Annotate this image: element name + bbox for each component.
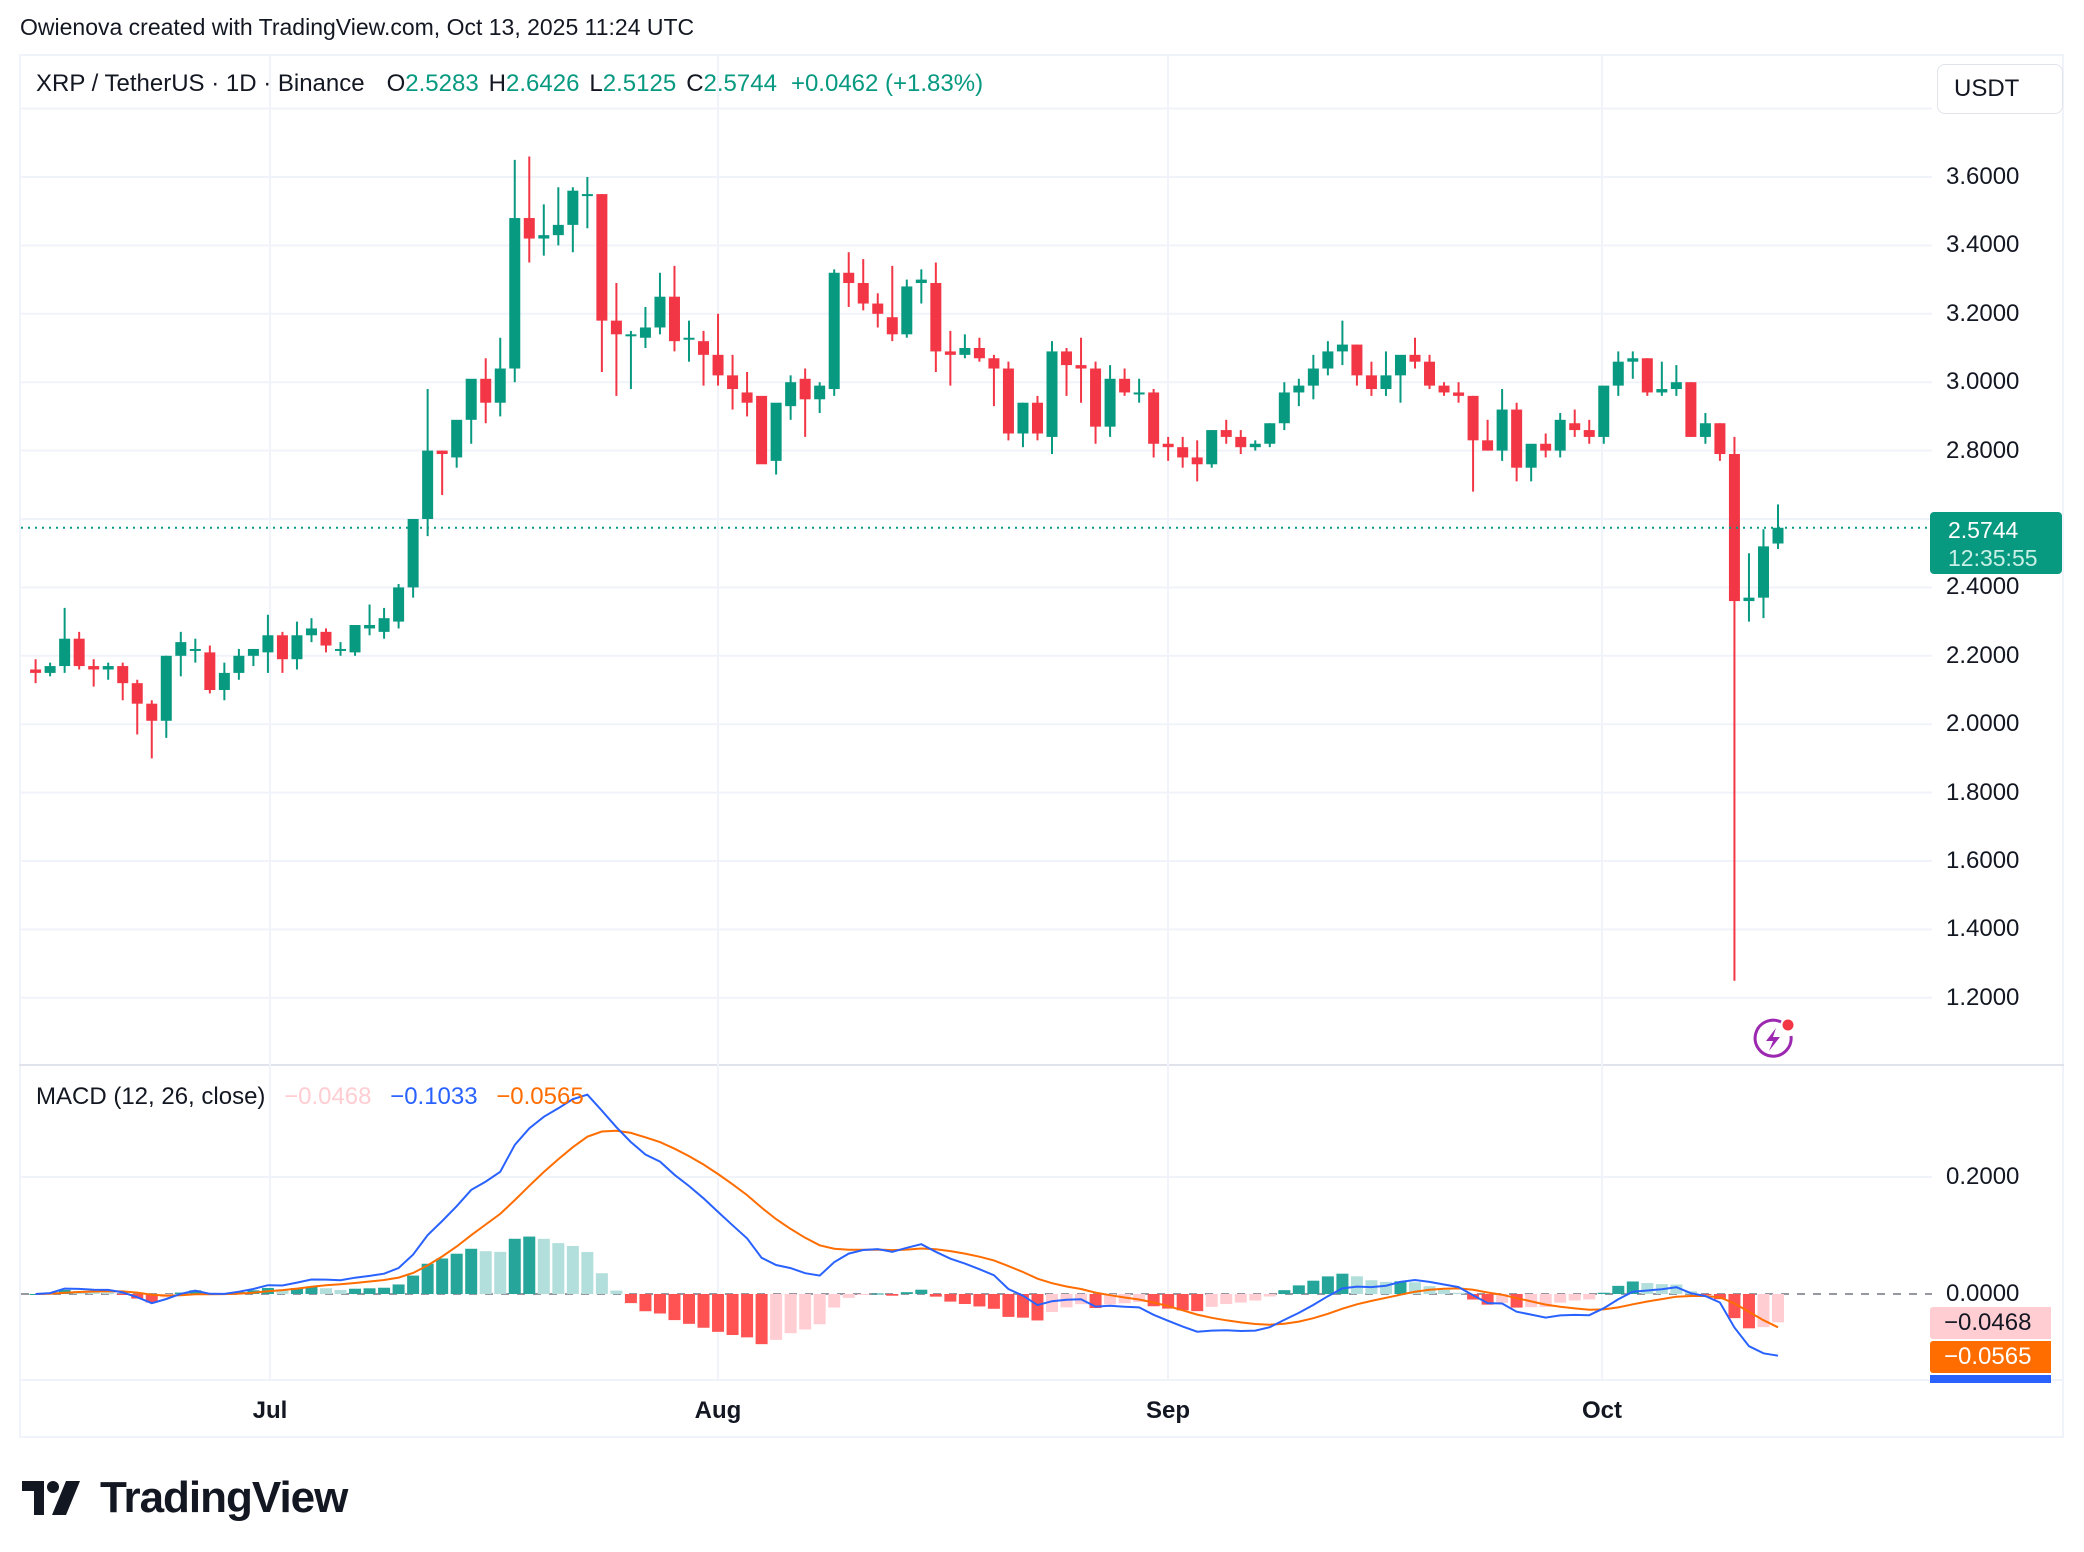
macd-title[interactable]: MACD (12, 26, close) (36, 1083, 266, 1110)
currency-button[interactable]: USDT (1937, 64, 2063, 114)
tradingview-logo[interactable]: TradingView (22, 1473, 348, 1523)
price-axis-label: 2.2000 (1946, 641, 2020, 669)
price-axis-label: 2.4000 (1946, 573, 2020, 601)
time-axis-label: Aug (694, 1397, 742, 1424)
bar-countdown: 12:35:55 (1948, 545, 2038, 571)
macd-axis-label: 0.0000 (1946, 1280, 2020, 1307)
price-axis-label: 3.0000 (1946, 368, 2020, 396)
chart-frame (19, 54, 2064, 1438)
change-value: +0.0462 (+1.83%) (790, 70, 984, 97)
macd-axis-label: 0.2000 (1946, 1163, 2020, 1190)
symbol-title[interactable]: XRP / TetherUS · 1D · Binance (36, 70, 365, 97)
price-axis-label: 1.6000 (1946, 847, 2020, 874)
price-axis-label: 3.2000 (1946, 299, 2020, 327)
time-axis-label: Sep (1145, 1397, 1191, 1424)
last-price-value: 2.5744 (1948, 517, 2019, 543)
open-label: O (386, 70, 406, 97)
lightning-alert-icon[interactable] (1751, 1016, 1797, 1062)
price-axis-label: 3.6000 (1946, 163, 2020, 190)
macd-legend: MACD (12, 26, close) −0.0468 −0.1033 −0.… (36, 1083, 596, 1111)
macd-line-tag (1930, 1375, 2051, 1383)
price-axis-label: 1.4000 (1946, 915, 2020, 943)
price-axis-label: 3.4000 (1946, 231, 2020, 259)
macd-line-value: −0.1033 (390, 1083, 478, 1110)
low-label: L (589, 70, 603, 97)
price-axis-label: 1.8000 (1946, 778, 2020, 806)
macd-signal-tag: −0.0565 (1930, 1341, 2051, 1373)
time-axis-label: Oct (1581, 1397, 1623, 1424)
close-label: C (686, 70, 704, 97)
macd-histogram-tag: −0.0468 (1930, 1307, 2051, 1339)
chart-credit: Owienova created with TradingView.com, O… (20, 14, 695, 40)
tradingview-logo-icon (22, 1481, 80, 1515)
price-axis-label: 2.8000 (1946, 436, 2020, 464)
tradingview-wordmark: TradingView (100, 1473, 348, 1522)
high-value: 2.6426 (506, 70, 580, 97)
close-value: 2.5744 (703, 70, 777, 97)
macd-signal-value: −0.0565 (496, 1083, 584, 1110)
price-axis-label: 1.2000 (1946, 983, 2020, 1011)
last-price-tag: 2.5744 12:35:55 (1930, 512, 2062, 574)
low-value: 2.5125 (602, 70, 677, 97)
price-axis-label: 2.0000 (1946, 710, 2020, 738)
macd-histogram-value: −0.0468 (284, 1083, 372, 1110)
time-axis-label: Jul (252, 1397, 288, 1424)
open-value: 2.5283 (405, 70, 479, 97)
high-label: H (488, 70, 507, 97)
